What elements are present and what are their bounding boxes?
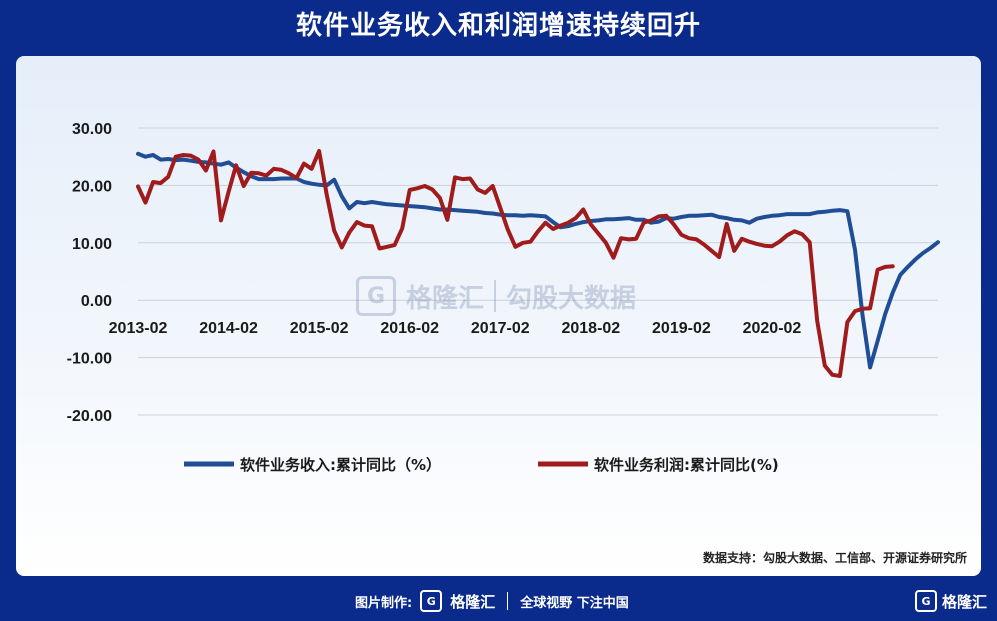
watermark-brand2: 勾股大数据 <box>506 283 637 314</box>
footer-made-by: 图片制作: <box>355 595 413 611</box>
chart-card: 30.00 20.00 10.00 0.00 -10.00 -20.00 2013-02 2… <box>16 56 981 576</box>
y-axis-ticks: 30.00 20.00 10.00 0.00 -10.00 -20.00 <box>67 121 112 425</box>
page-title: 软件业务收入和利润增速持续回升 <box>295 11 701 41</box>
legend-label: 软件业务利润:累计同比(%) <box>594 456 779 474</box>
x-tick-label: 2017-02 <box>471 320 530 337</box>
y-tick-label: 0.00 <box>81 293 112 310</box>
x-tick-label: 2016-02 <box>380 320 439 337</box>
y-tick-label: 30.00 <box>72 121 112 138</box>
legend-item-profit: 软件业务利润:累计同比(%) <box>538 456 779 474</box>
footer-divider <box>507 592 509 610</box>
footer-slogan: 全球视野 下注中国 <box>520 595 629 611</box>
footer-right-logo: G 格隆汇 <box>914 590 987 612</box>
x-tick-label: 2019-02 <box>652 320 711 337</box>
gelonghui-logo-icon: G <box>356 276 396 316</box>
legend: 软件业务收入:累计同比（%） 软件业务利润:累计同比(%) <box>184 456 779 474</box>
series-line-profit <box>136 149 895 378</box>
y-tick-label: 20.00 <box>72 178 112 195</box>
watermark: G 格隆汇 勾股大数据 <box>356 271 676 321</box>
y-tick-label: -20.00 <box>67 408 112 425</box>
watermark-divider <box>494 280 497 312</box>
y-tick-label: 10.00 <box>72 236 112 253</box>
x-tick-label: 2018-02 <box>561 320 620 337</box>
legend-item-income: 软件业务收入:累计同比（%） <box>184 456 441 474</box>
legend-label: 软件业务收入:累计同比（%） <box>240 456 441 474</box>
series-lines <box>136 149 940 378</box>
source-note: 数据支持：勾股大数据、工信部、开源证券研究所 <box>702 551 967 565</box>
series-line-income <box>136 151 940 370</box>
footer-credit: 图片制作: G 格隆汇 全球视野 下注中国 <box>355 590 629 612</box>
x-tick-label: 2014-02 <box>199 320 258 337</box>
footer: 图片制作: G 格隆汇 全球视野 下注中国 G 格隆汇 <box>0 584 997 621</box>
gelonghui-logo-icon: G <box>420 590 443 612</box>
watermark-brand: 格隆汇 <box>406 283 485 314</box>
gelonghui-logo-icon: G <box>914 590 937 612</box>
footer-right-brand: 格隆汇 <box>941 592 987 611</box>
grid-lines <box>138 127 938 416</box>
x-tick-label: 2015-02 <box>290 320 349 337</box>
x-axis-ticks: 2013-02 2014-02 2015-02 2016-02 2017-02 2018-… <box>109 320 802 337</box>
x-tick-label: 2013-02 <box>109 320 168 337</box>
footer-brand: 格隆汇 <box>450 592 496 611</box>
x-tick-label: 2020-02 <box>743 320 802 337</box>
y-tick-label: -10.00 <box>67 351 112 368</box>
